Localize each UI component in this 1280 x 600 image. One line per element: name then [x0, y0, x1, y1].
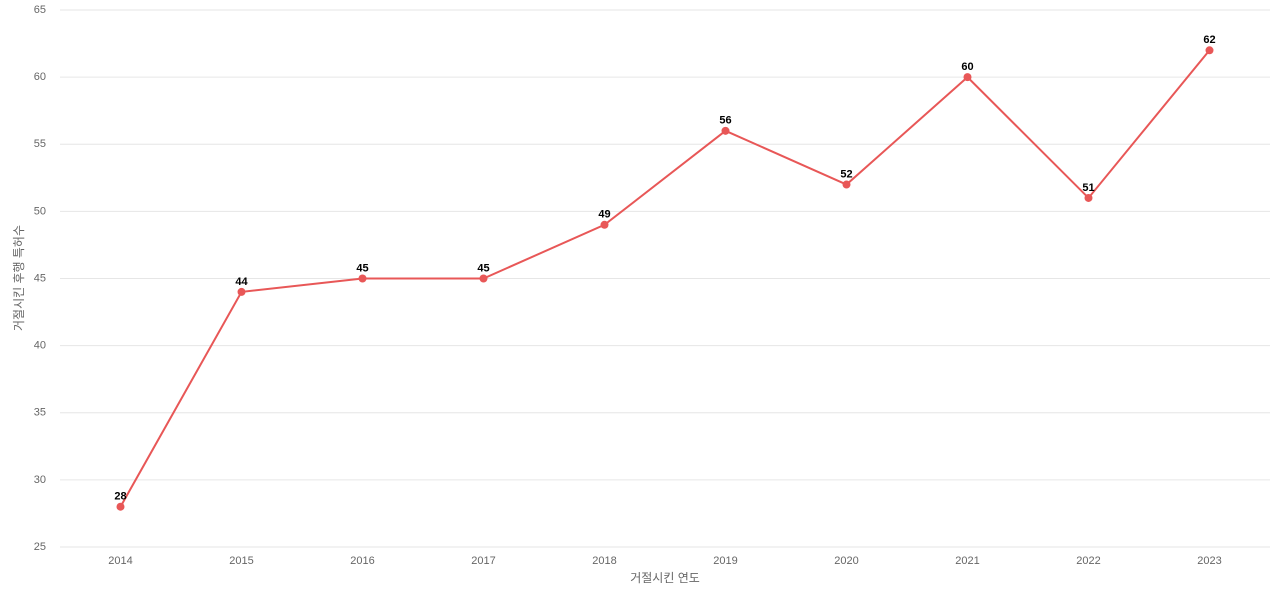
point	[358, 274, 367, 283]
y-tick-label: 30	[34, 474, 46, 486]
point	[1084, 193, 1093, 202]
y-tick-label: 40	[34, 340, 46, 352]
x-tick-label: 2016	[350, 555, 374, 567]
value-label: 52	[840, 168, 852, 180]
point	[721, 126, 730, 135]
x-tick-label: 2021	[955, 555, 979, 567]
y-tick-label: 60	[34, 71, 46, 83]
y-tick-label: 55	[34, 138, 46, 150]
value-label: 45	[356, 262, 368, 274]
point	[1205, 46, 1214, 55]
value-label: 49	[598, 209, 610, 221]
value-label: 51	[1082, 182, 1094, 194]
value-label: 28	[114, 491, 126, 503]
y-tick-label: 65	[34, 4, 46, 16]
point	[479, 274, 488, 283]
y-tick-label: 45	[34, 272, 46, 284]
x-tick-label: 2017	[471, 555, 495, 567]
value-label: 44	[235, 276, 248, 288]
y-tick-label: 50	[34, 205, 46, 217]
point	[842, 180, 851, 189]
x-tick-label: 2014	[108, 555, 132, 567]
point	[963, 73, 972, 82]
x-tick-label: 2019	[713, 555, 737, 567]
y-tick-label: 35	[34, 407, 46, 419]
value-label: 45	[477, 262, 489, 274]
x-tick-label: 2023	[1197, 555, 1221, 567]
x-tick-label: 2018	[592, 555, 616, 567]
y-tick-label: 25	[34, 541, 46, 553]
point	[116, 502, 125, 511]
y-axis-label: 거절시킨 후행 특허수	[11, 225, 26, 331]
x-axis-label: 거절시킨 연도	[630, 571, 700, 585]
x-tick-label: 2020	[834, 555, 858, 567]
value-label: 62	[1203, 34, 1215, 46]
x-tick-label: 2015	[229, 555, 253, 567]
value-label: 60	[961, 61, 973, 73]
point	[237, 287, 246, 296]
point	[600, 220, 609, 229]
value-label: 56	[719, 115, 731, 127]
line	[119, 49, 1211, 508]
x-tick-label: 2022	[1076, 555, 1100, 567]
